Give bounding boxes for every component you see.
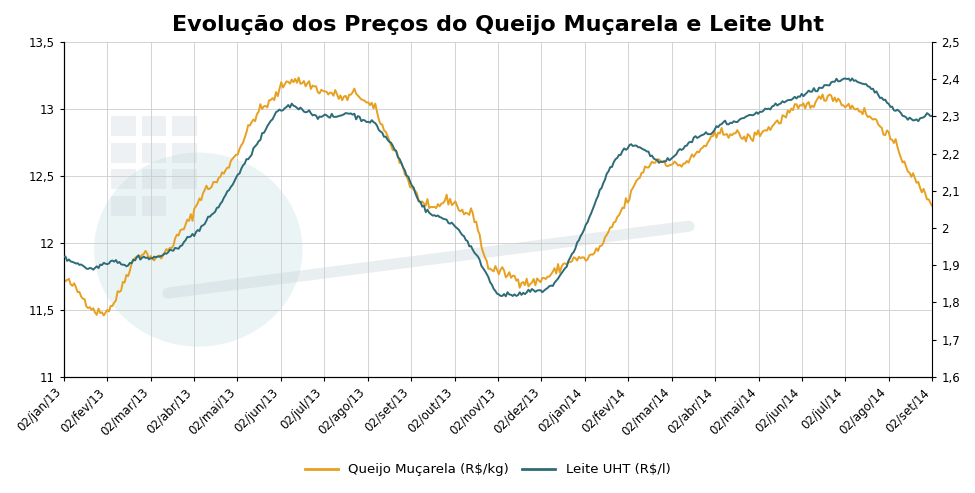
Bar: [111, 169, 136, 189]
Bar: [142, 196, 166, 216]
Ellipse shape: [95, 152, 302, 347]
Bar: [111, 116, 136, 136]
Bar: [111, 196, 136, 216]
Bar: [142, 116, 166, 136]
Bar: [173, 169, 197, 189]
Title: Evolução dos Preços do Queijo Muçarela e Leite Uht: Evolução dos Preços do Queijo Muçarela e…: [172, 15, 824, 35]
Bar: [142, 169, 166, 189]
Bar: [173, 116, 197, 136]
Bar: [111, 142, 136, 163]
Legend: Queijo Muçarela (R$/kg), Leite UHT (R$/l): Queijo Muçarela (R$/kg), Leite UHT (R$/l…: [299, 458, 676, 482]
Bar: [142, 142, 166, 163]
Bar: [173, 142, 197, 163]
